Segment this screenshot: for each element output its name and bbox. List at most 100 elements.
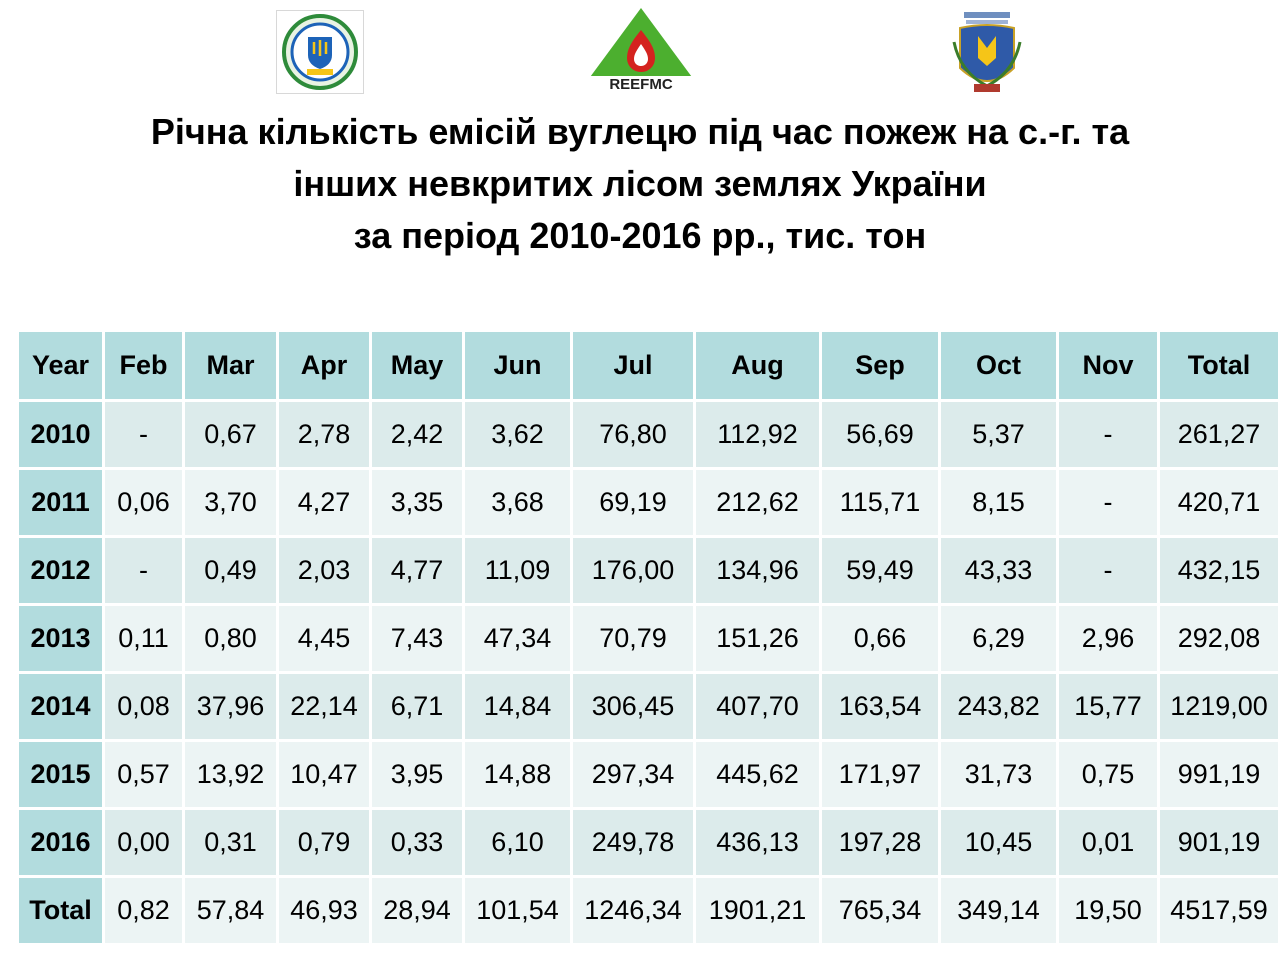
value-cell: 432,15	[1157, 535, 1280, 606]
value-cell: 101,54	[462, 875, 573, 946]
table-row: 2016 0,00 0,31 0,79 0,33 6,10 249,78 436,13 197,…	[16, 807, 1280, 878]
value-cell: 14,88	[462, 739, 573, 810]
value-cell: 13,92	[182, 739, 279, 810]
value-cell: 261,27	[1157, 399, 1280, 470]
value-cell: 1219,00	[1157, 671, 1280, 742]
value-cell: 10,45	[938, 807, 1059, 878]
value-cell: 407,70	[693, 671, 822, 742]
row-label-cell: 2010	[16, 399, 105, 470]
value-cell: 0,67	[182, 399, 279, 470]
table-row: 2014 0,08 37,96 22,14 6,71 14,84 306,45 407,70 1…	[16, 671, 1280, 742]
row-label-cell: Total	[16, 875, 105, 946]
value-cell: 6,10	[462, 807, 573, 878]
value-cell: 176,00	[570, 535, 696, 606]
reefmc-logo-icon: REEFMC	[578, 6, 704, 93]
value-cell: -	[102, 399, 185, 470]
value-cell: 3,95	[369, 739, 465, 810]
value-cell: 1901,21	[693, 875, 822, 946]
table-row: 2013 0,11 0,80 4,45 7,43 47,34 70,79 151,26 0,66…	[16, 603, 1280, 674]
value-cell: 420,71	[1157, 467, 1280, 538]
row-label-cell: 2012	[16, 535, 105, 606]
value-cell: 197,28	[819, 807, 941, 878]
value-cell: 19,50	[1056, 875, 1160, 946]
value-cell: -	[102, 535, 185, 606]
emissions-table: Year Feb Mar Apr May Jun Jul Aug Sep Oct Nov Total …	[16, 329, 1280, 946]
title-line-2: інших невкритих лісом землях України	[293, 163, 987, 204]
table-row: 2012-0,49 2,03 4,77 11,09 176,00 134,96 59,49 4…	[16, 535, 1280, 606]
column-header: Year	[16, 329, 105, 402]
value-cell: 0,33	[369, 807, 465, 878]
value-cell: 57,84	[182, 875, 279, 946]
value-cell: 4517,59	[1157, 875, 1280, 946]
row-label-cell: 2011	[16, 467, 105, 538]
value-cell: 0,00	[102, 807, 185, 878]
value-cell: 0,66	[819, 603, 941, 674]
value-cell: 59,49	[819, 535, 941, 606]
value-cell: 8,15	[938, 467, 1059, 538]
value-cell: 134,96	[693, 535, 822, 606]
column-header: Nov	[1056, 329, 1160, 402]
ukraine-coat-of-arms-icon	[944, 8, 1030, 94]
value-cell: 70,79	[570, 603, 696, 674]
value-cell: 112,92	[693, 399, 822, 470]
value-cell: 0,79	[276, 807, 372, 878]
value-cell: 2,03	[276, 535, 372, 606]
value-cell: 6,29	[938, 603, 1059, 674]
value-cell: 297,34	[570, 739, 696, 810]
value-cell: 5,37	[938, 399, 1059, 470]
value-cell: 4,77	[369, 535, 465, 606]
value-cell: 4,27	[276, 467, 372, 538]
value-cell: 115,71	[819, 467, 941, 538]
value-cell: 3,70	[182, 467, 279, 538]
value-cell: -	[1056, 467, 1160, 538]
slide-title: Річна кількість емісій вуглецю під час п…	[0, 106, 1280, 262]
value-cell: 445,62	[693, 739, 822, 810]
value-cell: 2,42	[369, 399, 465, 470]
value-cell: 0,31	[182, 807, 279, 878]
value-cell: 37,96	[182, 671, 279, 742]
value-cell: 6,71	[369, 671, 465, 742]
value-cell: 31,73	[938, 739, 1059, 810]
logo-bar: REEFMC	[0, 0, 1280, 100]
value-cell: 1246,34	[570, 875, 696, 946]
row-label-cell: 2014	[16, 671, 105, 742]
value-cell: 11,09	[462, 535, 573, 606]
value-cell: 991,19	[1157, 739, 1280, 810]
value-cell: 0,75	[1056, 739, 1160, 810]
value-cell: 15,77	[1056, 671, 1160, 742]
value-cell: 2,96	[1056, 603, 1160, 674]
value-cell: 76,80	[570, 399, 696, 470]
value-cell: 0,11	[102, 603, 185, 674]
value-cell: 3,62	[462, 399, 573, 470]
column-header: Jul	[570, 329, 696, 402]
value-cell: 22,14	[276, 671, 372, 742]
row-label-cell: 2016	[16, 807, 105, 878]
column-header: Total	[1157, 329, 1280, 402]
value-cell: 0,82	[102, 875, 185, 946]
value-cell: 7,43	[369, 603, 465, 674]
value-cell: 0,57	[102, 739, 185, 810]
row-label-cell: 2013	[16, 603, 105, 674]
table-row: 2010-0,67 2,78 2,42 3,62 76,80 112,92 56,69 5,3…	[16, 399, 1280, 470]
value-cell: 436,13	[693, 807, 822, 878]
value-cell: 4,45	[276, 603, 372, 674]
column-header: Oct	[938, 329, 1059, 402]
value-cell: 249,78	[570, 807, 696, 878]
value-cell: 2,78	[276, 399, 372, 470]
column-header: Mar	[182, 329, 279, 402]
total-row: Total 0,82 57,84 46,93 28,94 101,54 1246,34 190…	[16, 875, 1280, 946]
table-body: 2010-0,67 2,78 2,42 3,62 76,80 112,92 56,69 5,3…	[16, 399, 1280, 946]
value-cell: 171,97	[819, 739, 941, 810]
value-cell: 10,47	[276, 739, 372, 810]
value-cell: -	[1056, 535, 1160, 606]
value-cell: 163,54	[819, 671, 941, 742]
value-cell: 14,84	[462, 671, 573, 742]
value-cell: 0,49	[182, 535, 279, 606]
value-cell: 3,35	[369, 467, 465, 538]
table-row: 2011 0,06 3,70 4,27 3,35 3,68 69,19 212,62 115,7…	[16, 467, 1280, 538]
column-header: May	[369, 329, 465, 402]
value-cell: 0,06	[102, 467, 185, 538]
column-header: Aug	[693, 329, 822, 402]
value-cell: 3,68	[462, 467, 573, 538]
value-cell: 56,69	[819, 399, 941, 470]
